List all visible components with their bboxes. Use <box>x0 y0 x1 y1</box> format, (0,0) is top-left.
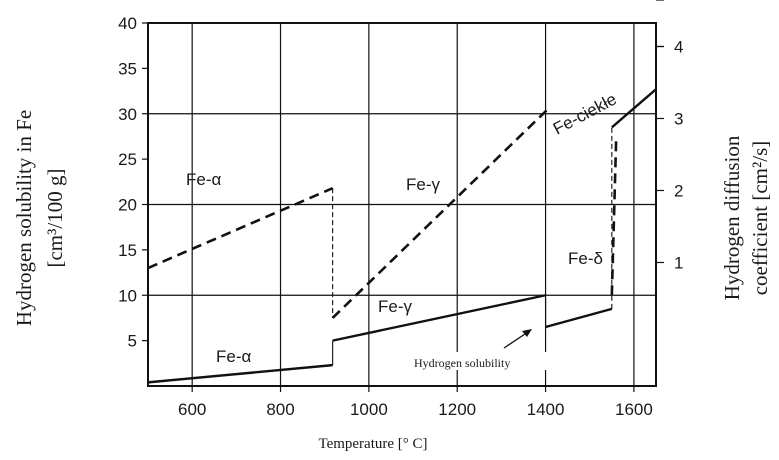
solubility-label-box <box>402 352 552 370</box>
x-tick-label: 1600 <box>615 400 653 419</box>
x-tick-label: 800 <box>266 400 294 419</box>
y-tick-label-left: 30 <box>118 105 137 124</box>
grid-lines <box>148 23 656 386</box>
tick-labels: 600 800 1000 1200 1400 1600 5 10 15 20 25 30 35 40 1 2 3… <box>118 0 725 419</box>
arrow-head-icon <box>522 329 532 337</box>
y-axis-title-left-line1: Hydrogen solubility in Fe <box>12 110 36 326</box>
y-tick-label-right: 5 x 10-4 <box>668 0 725 4</box>
solubility-series-segment <box>147 363 333 384</box>
solubility-series-segment <box>332 294 546 342</box>
label-fe-alpha-solid: Fe-α <box>216 347 252 366</box>
y-tick-label-left: 35 <box>118 59 137 78</box>
solubility-series-segment <box>545 307 613 329</box>
solubility-note: Hydrogen solubility <box>414 356 510 370</box>
y-tick-label-left: 40 <box>118 14 137 33</box>
x-tick-label: 600 <box>178 400 206 419</box>
y-tick-label-left: 5 <box>128 332 137 351</box>
series-layer <box>147 88 657 384</box>
x-tick-label: 1400 <box>527 400 565 419</box>
y-axis-title-right-line2: coefficient [cm²/s] <box>748 141 772 296</box>
y-axis-title-left-line2: [cm³/100 g] <box>43 168 67 267</box>
dashed-series-segment <box>147 186 334 270</box>
label-fe-gamma-dashed: Fe-γ <box>406 175 441 194</box>
dashed-series-segment <box>610 136 618 296</box>
y-tick-label-left: 25 <box>118 150 137 169</box>
y-tick-label-left: 10 <box>118 286 137 305</box>
x-tick-label: 1000 <box>350 400 388 419</box>
y-tick-label-left: 15 <box>118 241 137 260</box>
y-tick-label-left: 20 <box>118 196 137 215</box>
solubility-series-segment <box>611 88 657 129</box>
label-fe-alpha-dashed: Fe-α <box>186 170 222 189</box>
x-axis-title: Temperature [° C] <box>318 436 427 452</box>
label-fe-delta: Fe-δ <box>568 249 603 268</box>
label-fe-gamma-solid: Fe-γ <box>378 297 413 316</box>
y-tick-label-right: 1 <box>674 254 683 273</box>
y-tick-label-right: 2 <box>674 182 683 201</box>
arrow-line <box>503 331 529 349</box>
dashed-series-segment <box>331 108 549 319</box>
x-tick-label: 1200 <box>438 400 476 419</box>
y-tick-label-right: 3 <box>674 110 683 129</box>
y-tick-label-right: 4 <box>674 38 683 57</box>
y-axis-title-right-line1: Hydrogen diffusion <box>720 135 744 300</box>
